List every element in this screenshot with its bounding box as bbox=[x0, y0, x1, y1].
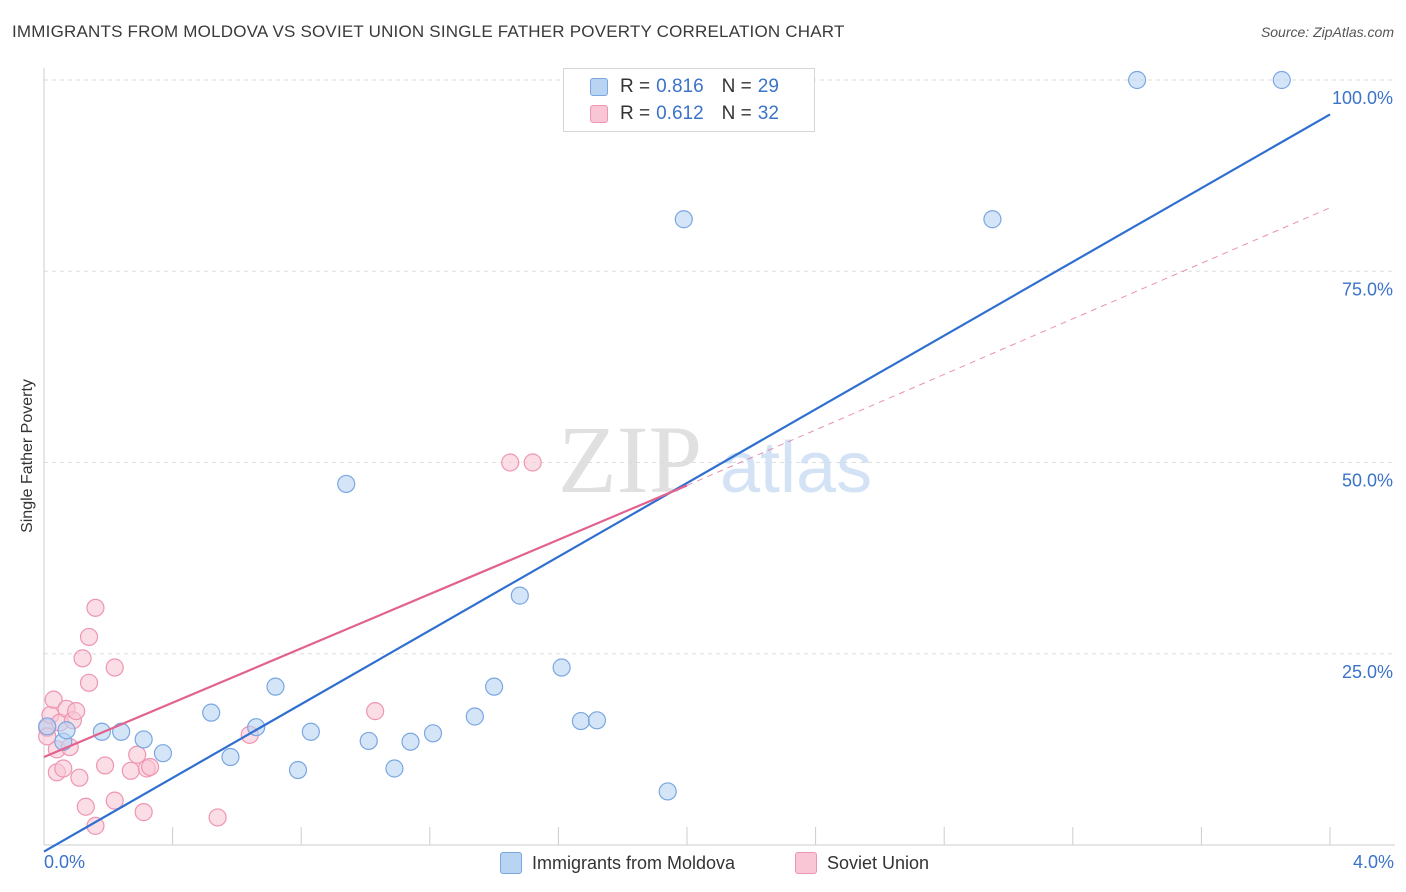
soviet-union-point bbox=[73, 649, 92, 668]
grid-lines bbox=[44, 79, 1395, 655]
legend-label-soviet: Soviet Union bbox=[827, 852, 930, 873]
r-label: R = bbox=[620, 103, 651, 124]
legend-item-moldova[interactable]: Immigrants from Moldova bbox=[500, 852, 735, 874]
soviet-union-point bbox=[501, 453, 520, 472]
moldova-point bbox=[465, 707, 484, 726]
moldova-point bbox=[337, 474, 356, 494]
soviet-union-point bbox=[67, 702, 86, 721]
moldova-trend-line bbox=[43, 113, 1331, 853]
stats-legend: R = 0.816 N = 29 R = 0.612 N = 32 bbox=[563, 68, 815, 132]
soviet-union-point bbox=[54, 759, 73, 778]
moldova-point bbox=[658, 782, 677, 801]
moldova-point bbox=[301, 722, 320, 741]
legend-item-soviet[interactable]: Soviet Union bbox=[795, 852, 929, 874]
moldova-point bbox=[401, 732, 420, 751]
legend-label-moldova: Immigrants from Moldova bbox=[532, 852, 736, 873]
soviet-union-point bbox=[140, 757, 160, 777]
moldova-point bbox=[288, 760, 308, 780]
soviet-legend-swatch bbox=[795, 852, 817, 874]
soviet-trend-extension bbox=[686, 207, 1331, 486]
chart-title: IMMIGRANTS FROM MOLDOVA VS SOVIET UNION … bbox=[12, 22, 845, 41]
moldova-point bbox=[38, 717, 57, 736]
soviet-union-point bbox=[128, 745, 147, 764]
soviet-union-point bbox=[79, 627, 99, 647]
watermark-zip: ZIP bbox=[558, 406, 702, 513]
n-label: N = bbox=[721, 103, 752, 124]
soviet-union-point bbox=[95, 756, 115, 775]
r-value: 0.612 bbox=[656, 103, 704, 124]
trend-lines bbox=[43, 113, 1331, 853]
y-tick-label: 25.0% bbox=[1342, 662, 1393, 682]
moldova-point bbox=[674, 210, 693, 229]
soviet-union-point bbox=[523, 453, 542, 472]
moldova-point bbox=[485, 677, 504, 696]
y-tick-label: 75.0% bbox=[1342, 279, 1393, 299]
soviet-union-point bbox=[86, 598, 105, 617]
n-label: N = bbox=[721, 76, 752, 97]
moldova-point bbox=[571, 711, 591, 731]
moldova-point bbox=[359, 731, 378, 751]
y-tick-label: 100.0% bbox=[1332, 88, 1393, 108]
soviet-swatch bbox=[590, 105, 608, 123]
n-value: 29 bbox=[757, 76, 779, 97]
moldova-point bbox=[202, 703, 221, 722]
stats-row-soviet: R = 0.612 N = 32 bbox=[590, 100, 779, 128]
moldova-point bbox=[423, 724, 443, 743]
soviet-union-point bbox=[79, 673, 99, 692]
moldova-point bbox=[587, 711, 607, 730]
n-value: 32 bbox=[757, 103, 779, 124]
moldova-point bbox=[221, 747, 240, 767]
soviet-union-points bbox=[38, 453, 542, 835]
soviet-union-point bbox=[105, 658, 124, 677]
stats-row-moldova: R = 0.816 N = 29 bbox=[590, 73, 779, 101]
watermark-atlas: atlas bbox=[720, 428, 872, 508]
moldova-point bbox=[153, 744, 173, 763]
soviet-union-point bbox=[121, 761, 140, 780]
moldova-point bbox=[57, 721, 76, 740]
moldova-legend-swatch bbox=[500, 852, 522, 874]
moldova-point bbox=[510, 586, 529, 605]
moldova-swatch bbox=[590, 78, 608, 96]
x-tick-max: 4.0% bbox=[1352, 852, 1394, 872]
x-tick-min: 0.0% bbox=[44, 852, 86, 872]
moldova-point bbox=[134, 730, 153, 749]
y-tick-labels: 25.0% 50.0% 75.0% 100.0% bbox=[1332, 88, 1393, 682]
moldova-point bbox=[983, 210, 1002, 229]
soviet-union-point bbox=[70, 768, 89, 787]
soviet-union-point bbox=[366, 702, 385, 721]
soviet-union-point bbox=[208, 808, 227, 827]
soviet-union-point bbox=[44, 690, 63, 709]
moldova-point bbox=[1272, 70, 1291, 90]
moldova-point bbox=[1127, 70, 1147, 90]
moldova-points bbox=[38, 70, 1291, 801]
r-value: 0.816 bbox=[656, 76, 704, 97]
moldova-point bbox=[266, 677, 285, 696]
y-tick-label: 50.0% bbox=[1342, 471, 1393, 491]
soviet-union-point bbox=[76, 797, 95, 816]
r-label: R = bbox=[620, 76, 651, 97]
source-label: Source: ZipAtlas.com bbox=[1260, 24, 1394, 40]
soviet-trend-line bbox=[43, 484, 688, 759]
soviet-union-point bbox=[105, 791, 124, 810]
moldova-point bbox=[552, 658, 571, 677]
soviet-union-point bbox=[134, 803, 153, 822]
moldova-point bbox=[385, 759, 404, 778]
